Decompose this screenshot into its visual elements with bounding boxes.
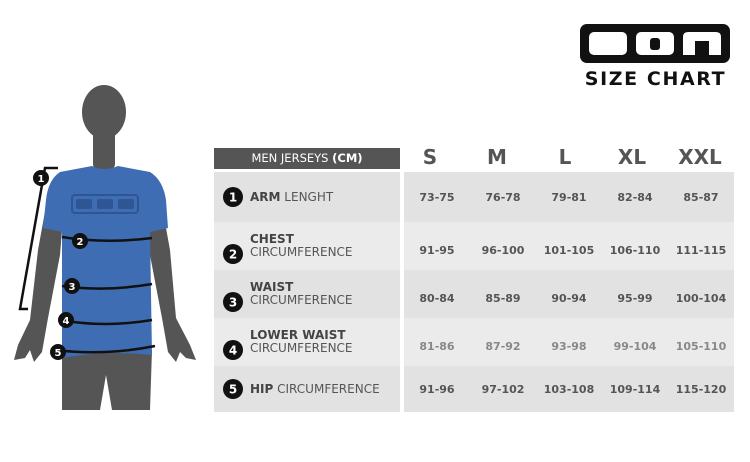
row-label-2: 2 CHEST CIRCUMFERENCE (214, 222, 400, 270)
size-value-xxl: 105-110 (675, 339, 727, 353)
row-label-text: LOWER WAIST CIRCUMFERENCE (250, 328, 353, 355)
row-label-4: 4 LOWER WAIST CIRCUMFERENCE (214, 318, 400, 366)
size-header-m: M (487, 145, 507, 169)
marker-3: 3 (69, 282, 76, 293)
table-header-label: MEN JERSEYS (CM) (214, 148, 400, 169)
size-value-xxl: 115-120 (675, 382, 727, 396)
number-badge-icon: 1 (223, 187, 243, 207)
svg-text:2: 2 (229, 248, 237, 262)
row-label-5: 5 HIP CIRCUMFERENCE (214, 366, 400, 412)
size-value-xl: 82-84 (617, 190, 653, 204)
size-value-l: 79-81 (551, 190, 587, 204)
size-value-xl: 99-104 (613, 339, 657, 353)
header-label-text: MEN JERSEYS (251, 151, 329, 165)
size-value-l: 103-108 (543, 382, 595, 396)
marker-2: 2 (77, 237, 84, 248)
shirt (43, 166, 168, 358)
size-value-l: 101-105 (543, 243, 595, 257)
size-value-xxl: 111-115 (675, 243, 727, 257)
size-value-xl: 95-99 (617, 291, 653, 305)
row-label-text: CHEST CIRCUMFERENCE (250, 232, 353, 259)
size-value-xxl: 85-87 (683, 190, 719, 204)
size-header-xl: XL (617, 145, 647, 169)
number-badge-icon: 5 (223, 379, 243, 399)
size-value-m: 97-102 (481, 382, 525, 396)
row-values-2: 91-95 96-100 101-105 106-110 111-115 (404, 222, 734, 270)
number-badge-icon: 2 (223, 244, 243, 264)
svg-text:3: 3 (229, 296, 237, 310)
svg-text:5: 5 (229, 383, 237, 397)
marker-5: 5 (55, 348, 62, 359)
size-header-xxl: XXL (678, 145, 722, 169)
header-unit: (CM) (332, 151, 363, 165)
size-value-l: 90-94 (551, 291, 587, 305)
size-value-xl: 109-114 (609, 382, 661, 396)
row-label-text: HIP CIRCUMFERENCE (250, 381, 380, 396)
row-values-1: 73-75 76-78 79-81 82-84 85-87 (404, 172, 734, 222)
number-badge-icon: 4 (223, 340, 243, 360)
svg-text:1: 1 (229, 191, 237, 205)
row-values-3: 80-84 85-89 90-94 95-99 100-104 (404, 270, 734, 318)
row-label-text: WAIST CIRCUMFERENCE (250, 280, 353, 307)
size-header-l: L (558, 145, 572, 169)
size-value-s: 81-86 (419, 339, 455, 353)
size-value-m: 85-89 (485, 291, 521, 305)
size-value-l: 93-98 (551, 339, 587, 353)
size-value-s: 73-75 (419, 190, 455, 204)
number-badge-icon: 3 (223, 292, 243, 312)
size-value-m: 87-92 (485, 339, 521, 353)
svg-text:4: 4 (229, 344, 237, 358)
size-value-s: 80-84 (419, 291, 455, 305)
row-label-text: ARM LENGHT (250, 189, 334, 204)
size-value-s: 91-96 (419, 382, 455, 396)
marker-4: 4 (63, 316, 70, 327)
ion-logo (580, 24, 730, 63)
size-value-s: 91-95 (419, 243, 455, 257)
size-value-xxl: 100-104 (675, 291, 727, 305)
row-values-5: 91-96 97-102 103-108 109-114 115-120 (404, 366, 734, 412)
row-label-1: 1 ARM LENGHT (214, 172, 400, 222)
size-value-xl: 106-110 (609, 243, 661, 257)
size-header-s: S (422, 145, 438, 169)
size-value-m: 76-78 (485, 190, 521, 204)
row-values-4: 81-86 87-92 93-98 99-104 105-110 (404, 318, 734, 366)
marker-1: 1 (38, 174, 45, 185)
row-label-3: 3 WAIST CIRCUMFERENCE (214, 270, 400, 318)
size-value-m: 96-100 (481, 243, 525, 257)
measure-markers: 1 2 3 4 5 (33, 170, 88, 360)
size-chart-title: SIZE CHART (584, 68, 727, 90)
body-figure-illustration: 1 2 3 4 5 (14, 85, 196, 410)
